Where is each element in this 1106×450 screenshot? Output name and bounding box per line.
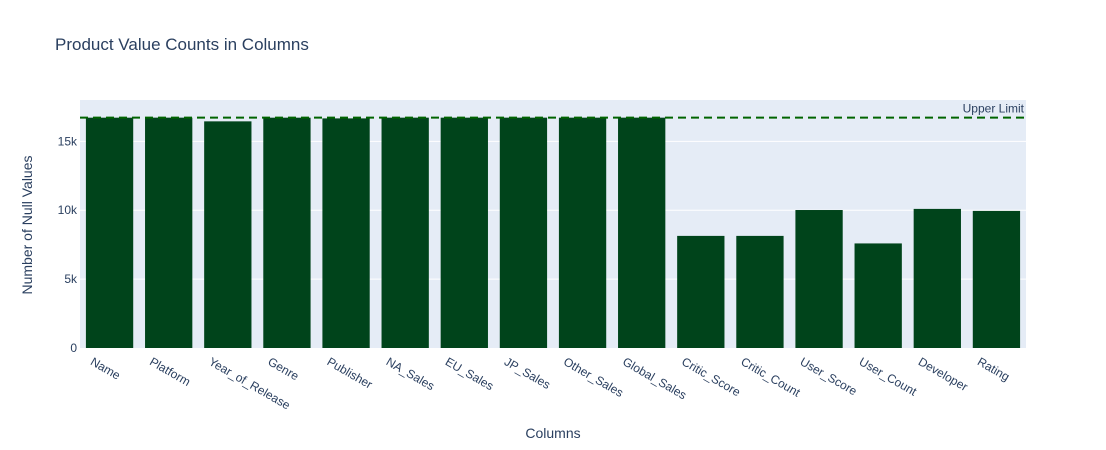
bars [85,117,1021,349]
bar-platform [145,117,193,349]
x-tick-label: Name [88,354,123,382]
x-tick-label: Critic_Count [738,354,803,399]
y-tick-labels: 0 5k 10k 15k [58,134,78,355]
upper-limit-label: Upper Limit [963,102,1025,116]
chart-title: Product Value Counts in Columns [55,35,309,54]
bar-other-sales [558,117,607,349]
bar-user-score [795,210,843,348]
y-tick-label: 15k [58,134,78,148]
bar-name [85,117,134,349]
y-axis-title: Number of Null Values [19,155,35,294]
bar-eu-sales [440,117,488,349]
bar-year-of-release [204,121,252,348]
x-tick-label: JP_Sales [502,354,553,391]
x-tick-label: Global_Sales [620,354,689,402]
bar-critic-score [677,235,725,348]
bar-na-sales [381,117,429,349]
x-tick-label: Genre [265,354,301,383]
bar-rating [972,210,1021,348]
bar-user-count [854,243,902,348]
x-axis-title: Columns [525,425,580,441]
bar-jp-sales [499,117,548,349]
x-tick-label: User_Count [857,354,920,398]
bar-publisher [322,118,370,348]
x-tick-label: Platform [147,354,193,388]
x-tick-label: Rating [975,354,1012,383]
x-tick-label: Other_Sales [561,354,626,399]
bar-global-sales [618,117,666,349]
y-tick-label: 10k [58,203,78,217]
bar-critic-count [736,235,784,348]
bar-genre [263,117,311,349]
x-tick-label: Critic_Score [679,354,743,399]
x-tick-label: Developer [916,354,970,393]
x-tick-label: Publisher [325,354,375,391]
upper-limit-line: Upper Limit [80,102,1026,119]
y-tick-label: 5k [64,272,78,286]
y-tick-label: 0 [70,341,77,355]
x-tick-label: User_Score [798,354,860,398]
x-tick-label: NA_Sales [384,354,437,393]
bar-developer [913,208,961,348]
x-tick-label: EU_Sales [443,354,496,393]
